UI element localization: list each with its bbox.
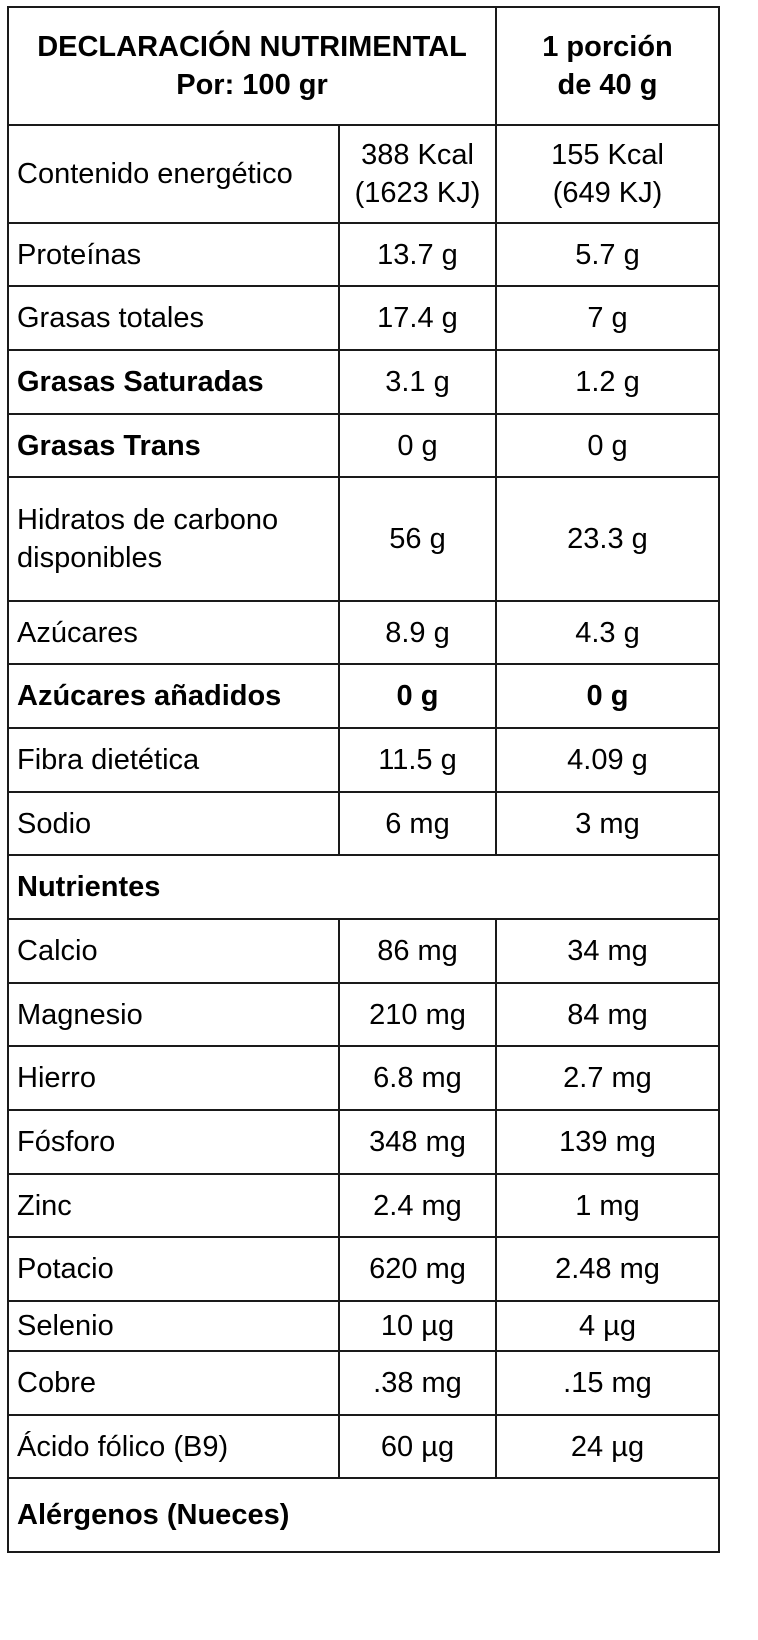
energy-per100: 388 Kcal (1623 KJ) (338, 124, 497, 224)
row-portion: 1 mg (495, 1173, 720, 1238)
table-row: Ácido fólico (B9) 60 µg 24 µg (7, 1414, 720, 1479)
row-per100: 620 mg (338, 1236, 497, 1302)
row-per100: 11.5 g (338, 727, 497, 793)
row-portion: 4.09 g (495, 727, 720, 793)
row-per100: 10 µg (338, 1300, 497, 1352)
table-row: Magnesio 210 mg 84 mg (7, 982, 720, 1047)
row-portion: 139 mg (495, 1109, 720, 1175)
table-row: Grasas totales 17.4 g 7 g (7, 285, 720, 351)
row-portion: 84 mg (495, 982, 720, 1047)
row-label: Zinc (7, 1173, 340, 1238)
title-line-2: Por: 100 gr (176, 69, 328, 101)
row-label: Azúcares añadidos (7, 663, 340, 729)
row-portion: 24 µg (495, 1414, 720, 1479)
row-per100: 86 mg (338, 918, 497, 984)
table-row: Hidratos de carbono disponibles 56 g 23.… (7, 476, 720, 602)
row-portion: 0 g (495, 413, 720, 478)
portion-header-line-1: 1 porción (542, 31, 673, 63)
table-row: Azúcares 8.9 g 4.3 g (7, 600, 720, 665)
energy-per100-kj: (1623 KJ) (354, 177, 481, 209)
nutrition-facts-table: DECLARACIÓN NUTRIMENTAL Por: 100 gr 1 po… (7, 6, 720, 1553)
portion-header: 1 porción de 40 g (495, 6, 720, 126)
row-label: Magnesio (7, 982, 340, 1047)
row-portion: 2.7 mg (495, 1045, 720, 1111)
row-label: Selenio (7, 1300, 340, 1352)
row-label: Grasas Saturadas (7, 349, 340, 415)
row-label: Proteínas (7, 222, 340, 287)
table-row: Cobre .38 mg .15 mg (7, 1350, 720, 1416)
row-label: Calcio (7, 918, 340, 984)
row-portion: .15 mg (495, 1350, 720, 1416)
row-portion: 2.48 mg (495, 1236, 720, 1302)
table-row: Azúcares añadidos 0 g 0 g (7, 663, 720, 729)
table-row-energy: Contenido energético 388 Kcal (1623 KJ) … (7, 124, 720, 224)
row-label: Cobre (7, 1350, 340, 1416)
table-row: Fibra dietética 11.5 g 4.09 g (7, 727, 720, 793)
row-label: Potacio (7, 1236, 340, 1302)
row-label: Azúcares (7, 600, 340, 665)
energy-portion: 155 Kcal (649 KJ) (495, 124, 720, 224)
row-label: Grasas Trans (7, 413, 340, 478)
energy-portion-kcal: 155 Kcal (551, 139, 664, 171)
row-per100: 13.7 g (338, 222, 497, 287)
row-portion: 23.3 g (495, 476, 720, 602)
row-per100: 6.8 mg (338, 1045, 497, 1111)
row-portion: 4 µg (495, 1300, 720, 1352)
row-label: Hidratos de carbono disponibles (7, 476, 340, 602)
table-row: Grasas Trans 0 g 0 g (7, 413, 720, 478)
row-label: Grasas totales (7, 285, 340, 351)
row-portion: 5.7 g (495, 222, 720, 287)
row-per100: 8.9 g (338, 600, 497, 665)
energy-portion-kj: (649 KJ) (552, 177, 663, 209)
row-per100: 0 g (338, 663, 497, 729)
title-line-1: DECLARACIÓN NUTRIMENTAL (37, 31, 467, 63)
row-portion: 4.3 g (495, 600, 720, 665)
row-portion: 1.2 g (495, 349, 720, 415)
row-label: Hierro (7, 1045, 340, 1111)
row-per100: 56 g (338, 476, 497, 602)
row-per100: 348 mg (338, 1109, 497, 1175)
table-row: Sodio 6 mg 3 mg (7, 791, 720, 856)
section-header-row: Nutrientes (7, 854, 720, 920)
table-row: Proteínas 13.7 g 5.7 g (7, 222, 720, 287)
row-per100: 60 µg (338, 1414, 497, 1479)
row-portion: 0 g (495, 663, 720, 729)
row-per100: .38 mg (338, 1350, 497, 1416)
table-title: DECLARACIÓN NUTRIMENTAL Por: 100 gr (7, 6, 497, 126)
row-per100: 2.4 mg (338, 1173, 497, 1238)
row-label: Sodio (7, 791, 340, 856)
row-per100: 210 mg (338, 982, 497, 1047)
row-per100: 0 g (338, 413, 497, 478)
footer-row: Alérgenos (Nueces) (7, 1477, 720, 1553)
nutrients-header: Nutrientes (7, 854, 720, 920)
allergens-note: Alérgenos (Nueces) (7, 1477, 720, 1553)
row-label: Fibra dietética (7, 727, 340, 793)
energy-label: Contenido energético (7, 124, 340, 224)
header-row: DECLARACIÓN NUTRIMENTAL Por: 100 gr 1 po… (7, 6, 720, 126)
row-portion: 7 g (495, 285, 720, 351)
table-row: Potacio 620 mg 2.48 mg (7, 1236, 720, 1302)
table-row: Calcio 86 mg 34 mg (7, 918, 720, 984)
table-row: Grasas Saturadas 3.1 g 1.2 g (7, 349, 720, 415)
row-per100: 3.1 g (338, 349, 497, 415)
table-row: Selenio 10 µg 4 µg (7, 1300, 720, 1352)
row-per100: 17.4 g (338, 285, 497, 351)
row-label: Fósforo (7, 1109, 340, 1175)
row-label: Ácido fólico (B9) (7, 1414, 340, 1479)
row-portion: 34 mg (495, 918, 720, 984)
portion-header-line-2: de 40 g (557, 69, 658, 101)
table-row: Zinc 2.4 mg 1 mg (7, 1173, 720, 1238)
energy-per100-kcal: 388 Kcal (361, 139, 474, 171)
table-row: Fósforo 348 mg 139 mg (7, 1109, 720, 1175)
table-row: Hierro 6.8 mg 2.7 mg (7, 1045, 720, 1111)
row-portion: 3 mg (495, 791, 720, 856)
row-per100: 6 mg (338, 791, 497, 856)
